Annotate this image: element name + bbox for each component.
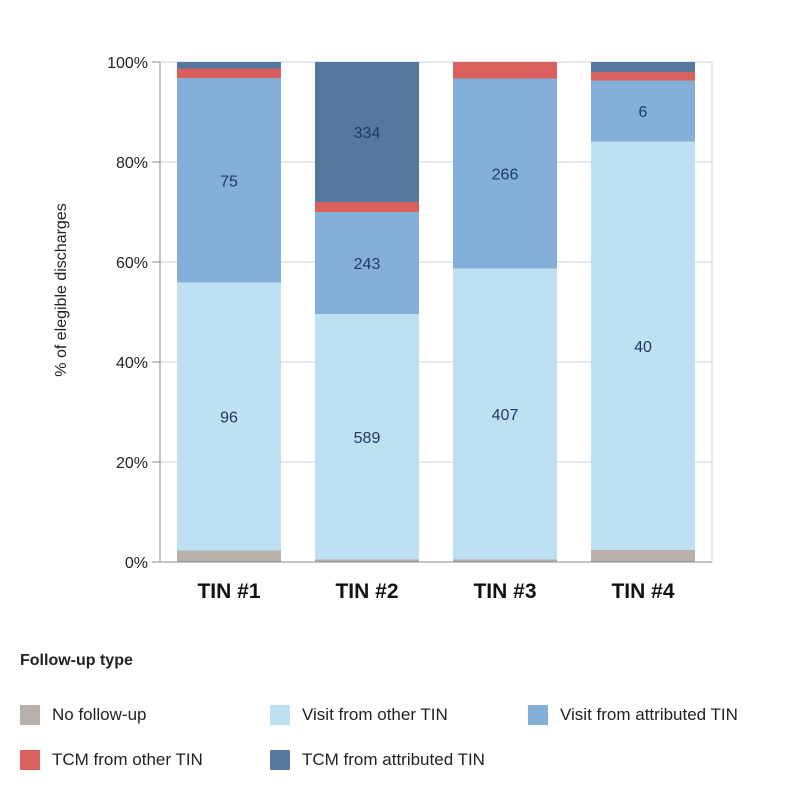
legend-label: Visit from attributed TIN xyxy=(560,705,738,724)
bar-segment xyxy=(591,62,695,72)
x-tick-label: TIN #4 xyxy=(611,580,674,603)
legend-label: TCM from other TIN xyxy=(52,750,203,769)
legend-item: Visit from other TIN xyxy=(270,705,448,725)
data-label: 6 xyxy=(639,104,648,121)
bar-segment xyxy=(591,72,695,81)
bar-segment xyxy=(315,559,419,562)
x-tick-label: TIN #2 xyxy=(335,580,398,603)
legend-label: TCM from attributed TIN xyxy=(302,750,485,769)
y-axis-label: % of elegible discharges xyxy=(53,203,70,376)
legend-swatch xyxy=(270,705,290,725)
legend-label: No follow-up xyxy=(52,705,147,724)
axes: 0% 20% 40% 60% 80% 100% TIN #1 TIN #2 TIN #3 TIN … xyxy=(107,55,712,603)
y-tick-label: 0% xyxy=(125,555,148,572)
data-label: 589 xyxy=(354,430,381,447)
bars: 96 75 589 243 334 407 266 40 6 xyxy=(177,62,695,562)
legend-label: Visit from other TIN xyxy=(302,705,448,724)
data-label: 334 xyxy=(354,125,381,142)
legend-item: TCM from attributed TIN xyxy=(270,750,485,770)
x-tick-label: TIN #3 xyxy=(473,580,536,603)
legend-item: TCM from other TIN xyxy=(20,750,203,770)
bar-segment xyxy=(315,62,419,202)
bar-segment xyxy=(177,78,281,283)
bar-segment xyxy=(453,559,557,562)
bar-segment xyxy=(315,212,419,314)
bar-segment xyxy=(453,268,557,560)
bar-segment xyxy=(177,62,281,69)
data-label: 75 xyxy=(220,173,238,190)
data-label: 266 xyxy=(492,167,519,184)
bar-segment xyxy=(177,282,281,551)
bar-segment xyxy=(453,78,557,269)
data-label: 40 xyxy=(634,339,652,356)
data-label: 96 xyxy=(220,410,238,427)
bar-segment xyxy=(591,550,695,562)
y-tick-label: 60% xyxy=(116,255,148,272)
legend-swatch xyxy=(20,750,40,770)
legend-swatch xyxy=(528,705,548,725)
stacked-bar-chart: 96 75 589 243 334 407 266 40 6 0% 20% 40% 60% 80% 100… xyxy=(53,55,713,603)
legend-swatch xyxy=(20,705,40,725)
bar-segment xyxy=(177,68,281,78)
bar-segment xyxy=(453,62,557,79)
y-tick-label: 80% xyxy=(116,155,148,172)
bar-segment xyxy=(177,550,281,562)
x-tick-label: TIN #1 xyxy=(197,580,260,603)
bar-segment xyxy=(591,141,695,550)
bar-segment xyxy=(315,202,419,212)
legend-item: No follow-up xyxy=(20,705,147,725)
bar-segment xyxy=(315,314,419,560)
legend-swatch xyxy=(270,750,290,770)
y-tick-label: 40% xyxy=(116,355,148,372)
legend-title: Follow-up type xyxy=(20,652,133,669)
y-tick-label: 20% xyxy=(116,455,148,472)
bar-segment xyxy=(591,80,695,142)
data-label: 243 xyxy=(354,256,381,273)
y-tick-label: 100% xyxy=(107,55,148,72)
data-label: 407 xyxy=(492,407,519,424)
legend-item: Visit from attributed TIN xyxy=(528,705,738,725)
